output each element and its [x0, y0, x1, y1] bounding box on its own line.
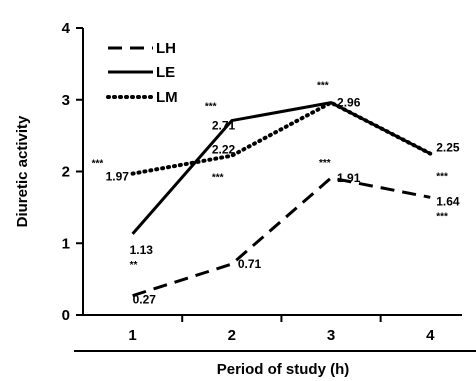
series-lines: [130, 100, 433, 298]
y-tick-label: 2: [62, 164, 70, 181]
series-line-lh: [132, 176, 431, 298]
x-tick-label: 4: [426, 327, 435, 344]
data-label-le: 1.13: [130, 243, 154, 257]
data-label-lh: 1.91: [337, 171, 361, 185]
significance-mark-lm: ***: [92, 159, 104, 170]
significance-mark-le: ***: [317, 81, 329, 92]
significance-mark-lh: ***: [436, 211, 448, 222]
significance-mark-le: **: [130, 260, 138, 271]
data-label-lh: 0.71: [238, 257, 262, 271]
legend-label-lh: LH: [156, 40, 176, 57]
data-label-lm: 2.22: [212, 143, 236, 157]
x-tick-label: 2: [228, 327, 236, 344]
legend: LH LE LM: [106, 40, 178, 106]
data-label-le: 2.25: [436, 141, 460, 155]
data-label-lm: 1.97: [106, 170, 130, 184]
y-tick-label: 4: [62, 20, 71, 37]
x-axis-title: Period of study (h): [217, 361, 350, 378]
x-tick-label: 1: [128, 327, 136, 344]
significance-mark-le: ***: [436, 172, 448, 183]
data-label-le: 2.96: [337, 96, 361, 110]
data-label-le: 2.71: [212, 119, 236, 133]
y-axis-title: Diuretic activity: [14, 115, 31, 227]
y-tick-label: 3: [62, 92, 70, 109]
y-tick-label: 1: [62, 235, 70, 252]
x-tick-label: 3: [327, 327, 335, 344]
y-ticks: 0 1 2 3 4: [62, 20, 83, 324]
data-label-lh: 1.64: [436, 194, 460, 208]
legend-label-le: LE: [156, 64, 175, 81]
data-labels: 0.27 0.71 1.91 *** 1.64 *** 1.13 ** 2.71 *** 2.96 *…: [92, 81, 460, 307]
data-label-lh: 0.27: [133, 293, 157, 307]
significance-mark-lm: ***: [212, 173, 224, 184]
y-tick-label: 0: [62, 307, 70, 324]
significance-mark-le: ***: [205, 102, 217, 113]
legend-label-lm: LM: [156, 89, 178, 106]
series-line-lm: [130, 100, 433, 176]
x-ticks: 1 2 3 4: [128, 315, 435, 344]
series-line-le: [131, 101, 431, 235]
significance-mark-lh: ***: [319, 158, 331, 169]
